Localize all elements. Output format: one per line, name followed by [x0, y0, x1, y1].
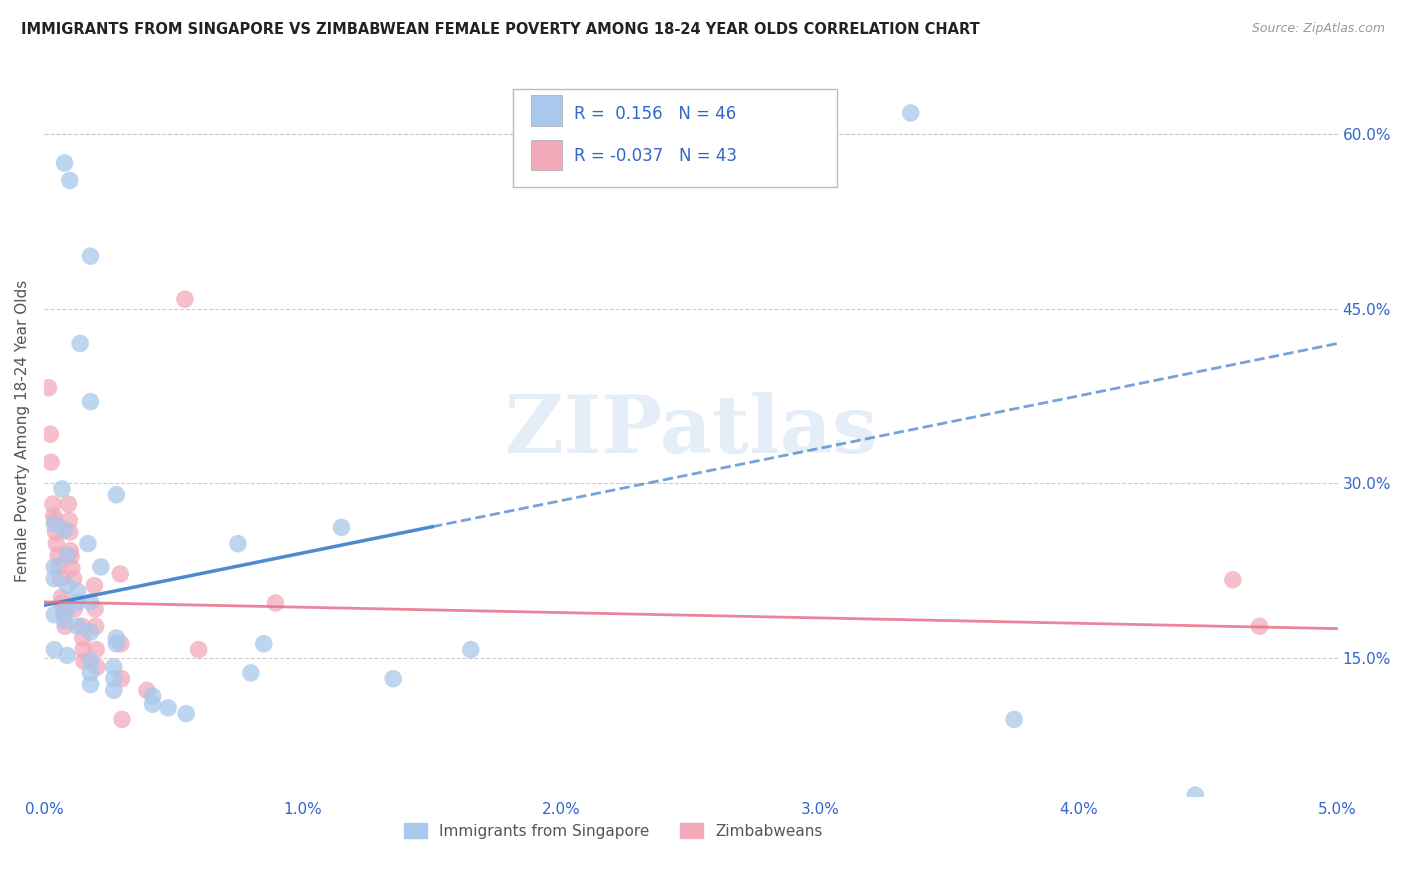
- Point: [44, 607, 66, 622]
- Point: [79, 394, 101, 409]
- Point: [51, 591, 73, 605]
- Point: [253, 637, 276, 651]
- Point: [239, 665, 262, 680]
- Point: [60, 561, 83, 575]
- Point: [48, 560, 70, 574]
- Point: [58, 513, 80, 527]
- Point: [44, 560, 66, 574]
- Point: [79, 625, 101, 640]
- Point: [86, 660, 108, 674]
- Point: [110, 672, 132, 686]
- Point: [157, 701, 180, 715]
- Point: [56, 602, 79, 616]
- Point: [52, 602, 75, 616]
- Point: [53, 523, 76, 537]
- Point: [69, 336, 91, 351]
- Point: [382, 672, 405, 686]
- Point: [900, 106, 922, 120]
- Point: [90, 560, 112, 574]
- Point: [79, 654, 101, 668]
- Point: [53, 156, 76, 170]
- Point: [84, 602, 107, 616]
- Point: [105, 631, 128, 645]
- Point: [105, 488, 128, 502]
- Point: [174, 292, 197, 306]
- Point: [330, 520, 353, 534]
- Point: [174, 706, 197, 721]
- Point: [59, 543, 82, 558]
- Point: [103, 660, 125, 674]
- Text: ZIPatlas: ZIPatlas: [505, 392, 877, 470]
- Point: [63, 602, 86, 616]
- Point: [56, 648, 79, 663]
- Y-axis label: Female Poverty Among 18-24 Year Olds: Female Poverty Among 18-24 Year Olds: [15, 279, 30, 582]
- Point: [1249, 619, 1271, 633]
- Point: [1222, 573, 1244, 587]
- Legend: Immigrants from Singapore, Zimbabweans: Immigrants from Singapore, Zimbabweans: [398, 816, 828, 845]
- Text: Source: ZipAtlas.com: Source: ZipAtlas.com: [1251, 22, 1385, 36]
- Point: [103, 672, 125, 686]
- Point: [60, 549, 83, 564]
- Point: [66, 619, 89, 633]
- Point: [142, 689, 165, 703]
- Point: [70, 619, 93, 633]
- Point: [187, 642, 209, 657]
- Point: [73, 654, 96, 668]
- Point: [59, 524, 82, 539]
- Point: [72, 631, 94, 645]
- Point: [51, 482, 73, 496]
- Point: [84, 642, 107, 657]
- Point: [44, 524, 66, 539]
- Point: [264, 596, 287, 610]
- Point: [53, 614, 76, 628]
- Point: [79, 677, 101, 691]
- Point: [46, 549, 69, 563]
- Point: [460, 642, 482, 657]
- Point: [110, 566, 132, 581]
- Point: [53, 619, 76, 633]
- Point: [79, 595, 101, 609]
- Point: [79, 249, 101, 263]
- Point: [135, 683, 157, 698]
- Point: [51, 596, 73, 610]
- Point: [56, 549, 79, 563]
- Point: [53, 607, 76, 622]
- Point: [44, 572, 66, 586]
- Point: [62, 572, 84, 586]
- Point: [110, 637, 132, 651]
- Point: [39, 455, 62, 469]
- Point: [45, 536, 67, 550]
- Point: [226, 536, 249, 550]
- Point: [84, 619, 107, 633]
- Point: [56, 578, 79, 592]
- Text: R = -0.037   N = 43: R = -0.037 N = 43: [574, 147, 737, 165]
- Point: [77, 536, 100, 550]
- Point: [44, 642, 66, 657]
- Point: [105, 637, 128, 651]
- Point: [59, 173, 82, 187]
- Point: [66, 584, 89, 599]
- Point: [44, 513, 66, 527]
- Point: [66, 595, 89, 609]
- Point: [39, 427, 62, 442]
- Point: [72, 642, 94, 657]
- Point: [49, 572, 72, 586]
- Point: [1002, 713, 1025, 727]
- Point: [42, 508, 65, 523]
- Point: [1184, 788, 1206, 802]
- Point: [58, 497, 80, 511]
- Text: IMMIGRANTS FROM SINGAPORE VS ZIMBABWEAN FEMALE POVERTY AMONG 18-24 YEAR OLDS COR: IMMIGRANTS FROM SINGAPORE VS ZIMBABWEAN …: [21, 22, 980, 37]
- Point: [111, 713, 134, 727]
- Point: [44, 516, 66, 531]
- Point: [38, 381, 60, 395]
- Point: [42, 497, 65, 511]
- Text: R =  0.156   N = 46: R = 0.156 N = 46: [574, 105, 735, 123]
- Point: [83, 578, 105, 592]
- Point: [79, 665, 101, 680]
- Point: [103, 683, 125, 698]
- Point: [142, 698, 165, 712]
